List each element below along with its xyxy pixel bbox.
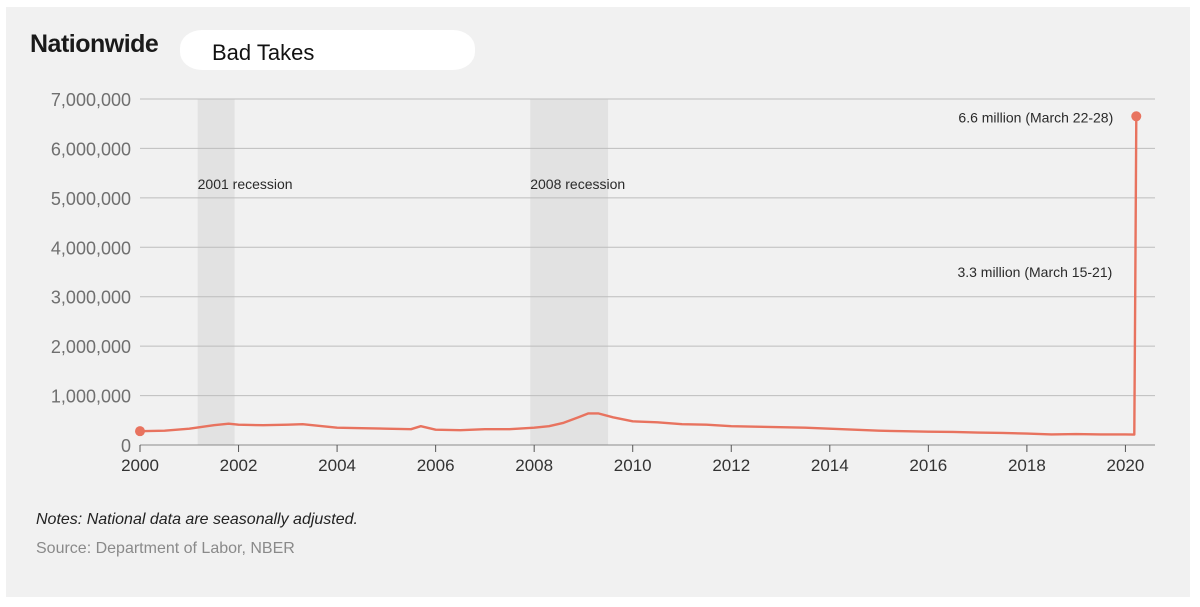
recession-label: 2008 recession [530, 176, 625, 192]
chart-title: Nationwide [30, 30, 159, 58]
recession-shade-0 [197, 99, 235, 445]
y-tick-label: 0 [121, 436, 131, 456]
x-tick-label: 2020 [1107, 456, 1145, 475]
data-annotation: 6.6 million (March 22-28) [958, 109, 1113, 125]
y-tick-label: 2,000,000 [51, 337, 131, 357]
chart-source: Source: Department of Labor, NBER [36, 540, 295, 557]
x-tick-label: 2008 [515, 456, 553, 475]
y-tick-label: 4,000,000 [51, 238, 131, 258]
recession-shade-1 [530, 99, 609, 445]
overlay-label: Bad Takes [212, 40, 315, 65]
x-tick-label: 2004 [318, 456, 356, 475]
y-tick-label: 6,000,000 [51, 139, 131, 159]
series-end-point [1131, 111, 1142, 122]
x-tick-label: 2006 [417, 456, 455, 475]
chart-notes: Notes: National data are seasonally adju… [36, 511, 358, 528]
y-tick-label: 7,000,000 [51, 90, 131, 110]
y-tick-label: 3,000,000 [51, 288, 131, 308]
series-start-point [135, 426, 145, 437]
redaction-highlight [180, 30, 475, 70]
x-tick-label: 2012 [712, 456, 750, 475]
y-tick-label: 5,000,000 [51, 189, 131, 209]
x-tick-label: 2014 [811, 456, 849, 475]
recession-label: 2001 recession [198, 176, 293, 192]
x-tick-label: 2002 [220, 456, 258, 475]
x-tick-label: 2000 [121, 456, 159, 475]
x-tick-label: 2010 [614, 456, 652, 475]
series-line-0 [139, 116, 1138, 436]
data-annotation: 3.3 million (March 15-21) [957, 264, 1112, 280]
y-tick-label: 1,000,000 [51, 387, 131, 407]
x-tick-label: 2016 [909, 456, 947, 475]
x-tick-label: 2018 [1008, 456, 1046, 475]
